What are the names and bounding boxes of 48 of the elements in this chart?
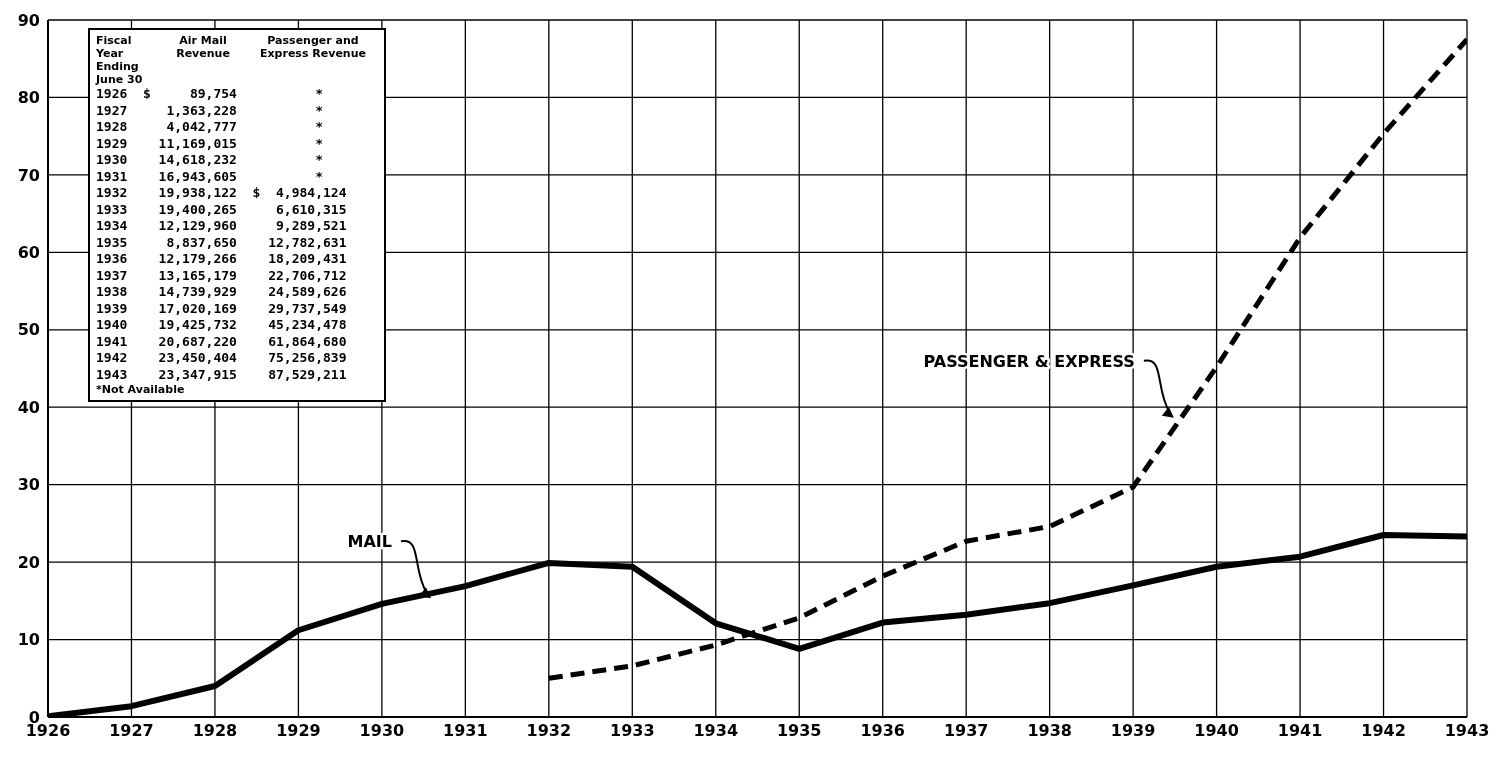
annotation: 1929 11,169,015 *: [96, 135, 324, 152]
x-tick-label: 1933: [610, 721, 655, 741]
annotation: 1926 $ 89,754 *: [96, 86, 324, 103]
x-tick-label: 1928: [192, 721, 238, 741]
annotation: Passenger and Express Revenue: [259, 34, 367, 62]
annotation: 1941 20,687,220 61,864,680: [96, 333, 348, 350]
annotation: 1935 8,837,650 12,782,631: [96, 234, 348, 251]
x-tick-label: 1941: [1277, 721, 1323, 741]
x-tick-label: 1940: [1194, 721, 1239, 741]
x-tick-label: 1930: [359, 721, 405, 741]
y-tick-label: 40: [17, 397, 40, 417]
x-tick-label: 1934: [693, 721, 739, 741]
y-tick-label: 30: [17, 475, 40, 495]
y-tick-label: 50: [17, 320, 40, 340]
annotation: 1943 23,347,915 87,529,211: [96, 366, 348, 383]
annotation: 1936 12,179,266 18,209,431: [96, 251, 348, 268]
x-tick-label: 1932: [526, 721, 572, 741]
annotation: 1938 14,739,929 24,589,626: [96, 284, 348, 301]
x-tick-label: 1936: [860, 721, 905, 741]
y-tick-label: 60: [17, 243, 40, 263]
annotation: 1942 23,450,404 75,256,839: [96, 350, 348, 367]
annotation: Air Mail Revenue: [175, 34, 231, 62]
y-tick-label: 90: [17, 10, 40, 30]
annotation: 1931 16,943,605 *: [96, 168, 324, 185]
annotation: *Not Available: [96, 383, 186, 396]
y-tick-label: 70: [17, 165, 40, 185]
annotation: 1939 17,020,169 29,737,549: [96, 300, 348, 317]
x-tick-label: 1931: [443, 721, 488, 741]
annotation: 1930 14,618,232 *: [96, 152, 324, 169]
annotation: 1934 12,129,960 9,289,521: [96, 218, 348, 235]
x-tick-label: 1939: [1110, 721, 1156, 741]
y-tick-label: 80: [17, 88, 40, 108]
y-tick-label: 10: [17, 630, 40, 650]
x-tick-label: 1943: [1444, 721, 1490, 741]
x-tick-label: 1942: [1361, 721, 1406, 741]
annotation: Fiscal Year Ending June 30: [96, 34, 144, 86]
annotation: 1937 13,165,179 22,706,712: [96, 267, 348, 284]
annotation: 1927 1,363,228 *: [96, 102, 324, 119]
annotation: 1933 19,400,265 6,610,315: [96, 201, 348, 218]
x-tick-label: 1929: [276, 721, 321, 741]
annotation: 1928 4,042,777 *: [96, 119, 324, 136]
x-tick-label: 1938: [1027, 721, 1072, 741]
x-tick-label: 1937: [943, 721, 989, 741]
y-tick-label: 20: [17, 552, 40, 572]
annotation: 1940 19,425,732 45,234,478: [96, 317, 348, 334]
annotation: 1932 19,938,122 $ 4,984,124: [96, 185, 348, 202]
x-tick-label: 1935: [776, 721, 822, 741]
x-tick-label: 1927: [109, 721, 154, 741]
